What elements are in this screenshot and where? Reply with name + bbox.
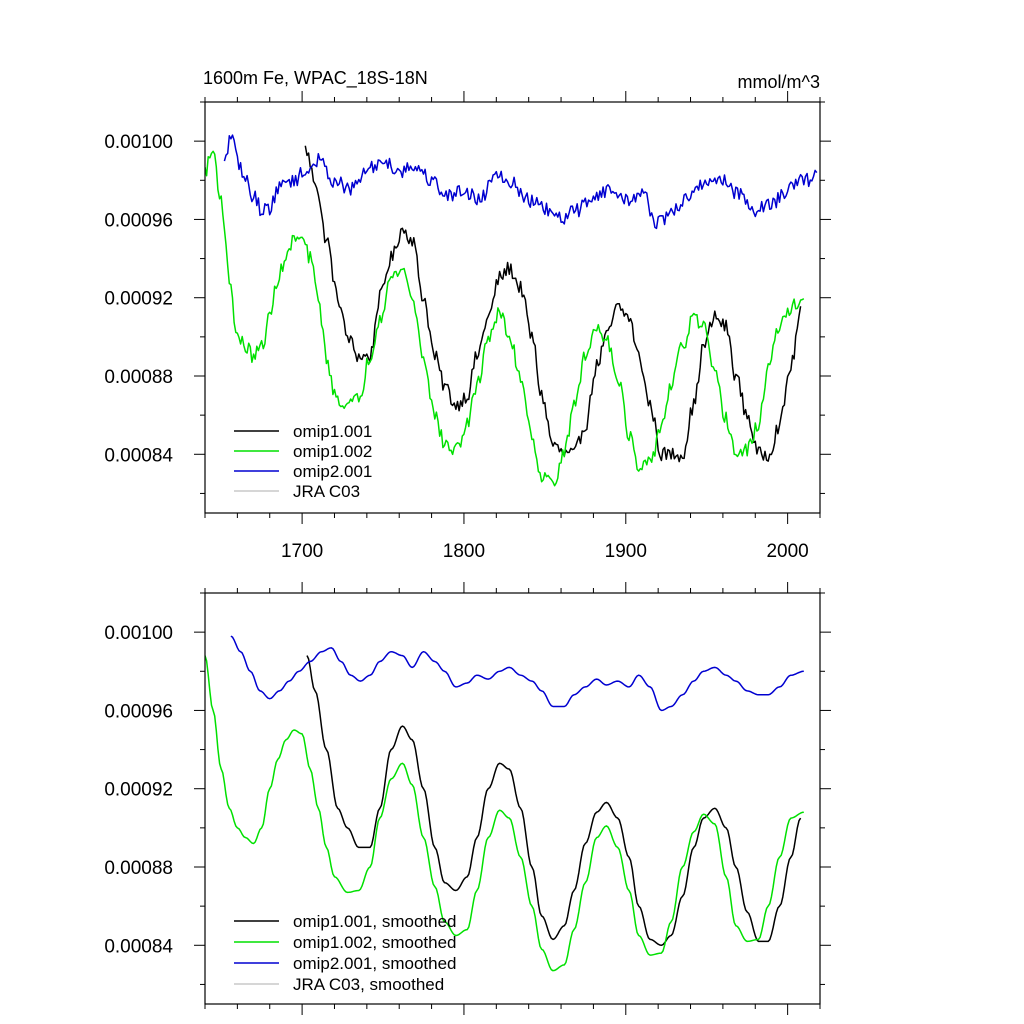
plot-frame (204, 101, 821, 514)
plot-frame (204, 592, 821, 1005)
legend-label: omip2.001 (293, 462, 372, 481)
legend-label: JRA C03 (293, 482, 360, 501)
y-tick-label: 0.00084 (104, 445, 173, 466)
series-line-omip1-002-smoothed (205, 655, 804, 972)
chart-title: 1600m Fe, WPAC_18S-18N (203, 68, 428, 89)
y-tick-label: 0.00088 (104, 858, 173, 879)
series-line-omip1-001 (304, 145, 802, 463)
legend-label: omip1.002, smoothed (293, 933, 457, 952)
units-label: mmol/m^3 (738, 72, 820, 92)
legend-label: omip1.001 (293, 422, 372, 441)
y-tick-label: 0.00088 (104, 367, 173, 388)
series-line-omip2-001 (223, 134, 818, 230)
x-tick-label: 1700 (281, 541, 323, 562)
legend-label: omip1.002 (293, 442, 372, 461)
y-tick-label: 0.00100 (104, 623, 173, 644)
series-line-omip1-001-smoothed (306, 655, 802, 947)
series-line-omip2-001-smoothed (230, 635, 804, 712)
legend-label: omip1.001, smoothed (293, 912, 457, 931)
y-tick-label: 0.00092 (104, 289, 173, 310)
y-tick-label: 0.00100 (104, 132, 173, 153)
legend-label: JRA C03, smoothed (293, 975, 444, 994)
chart-panel-bottom: 0.00084 0.00088 0.00092 0.00096 0.00100 omip1… (104, 582, 831, 1015)
series-line-omip1-002 (205, 150, 805, 487)
y-tick-label: 0.00092 (104, 780, 173, 801)
legend-label: omip2.001, smoothed (293, 954, 457, 973)
x-tick-label: 2000 (766, 541, 808, 562)
x-tick-label: 1800 (443, 541, 485, 562)
y-tick-label: 0.00096 (104, 701, 173, 722)
chart-panel-top: 1700 1800 1900 2000 0.00084 0.00088 0.00092 0.0… (104, 68, 831, 562)
y-tick-label: 0.00084 (104, 936, 173, 957)
y-tick-label: 0.00096 (104, 210, 173, 231)
x-tick-label: 1900 (605, 541, 647, 562)
